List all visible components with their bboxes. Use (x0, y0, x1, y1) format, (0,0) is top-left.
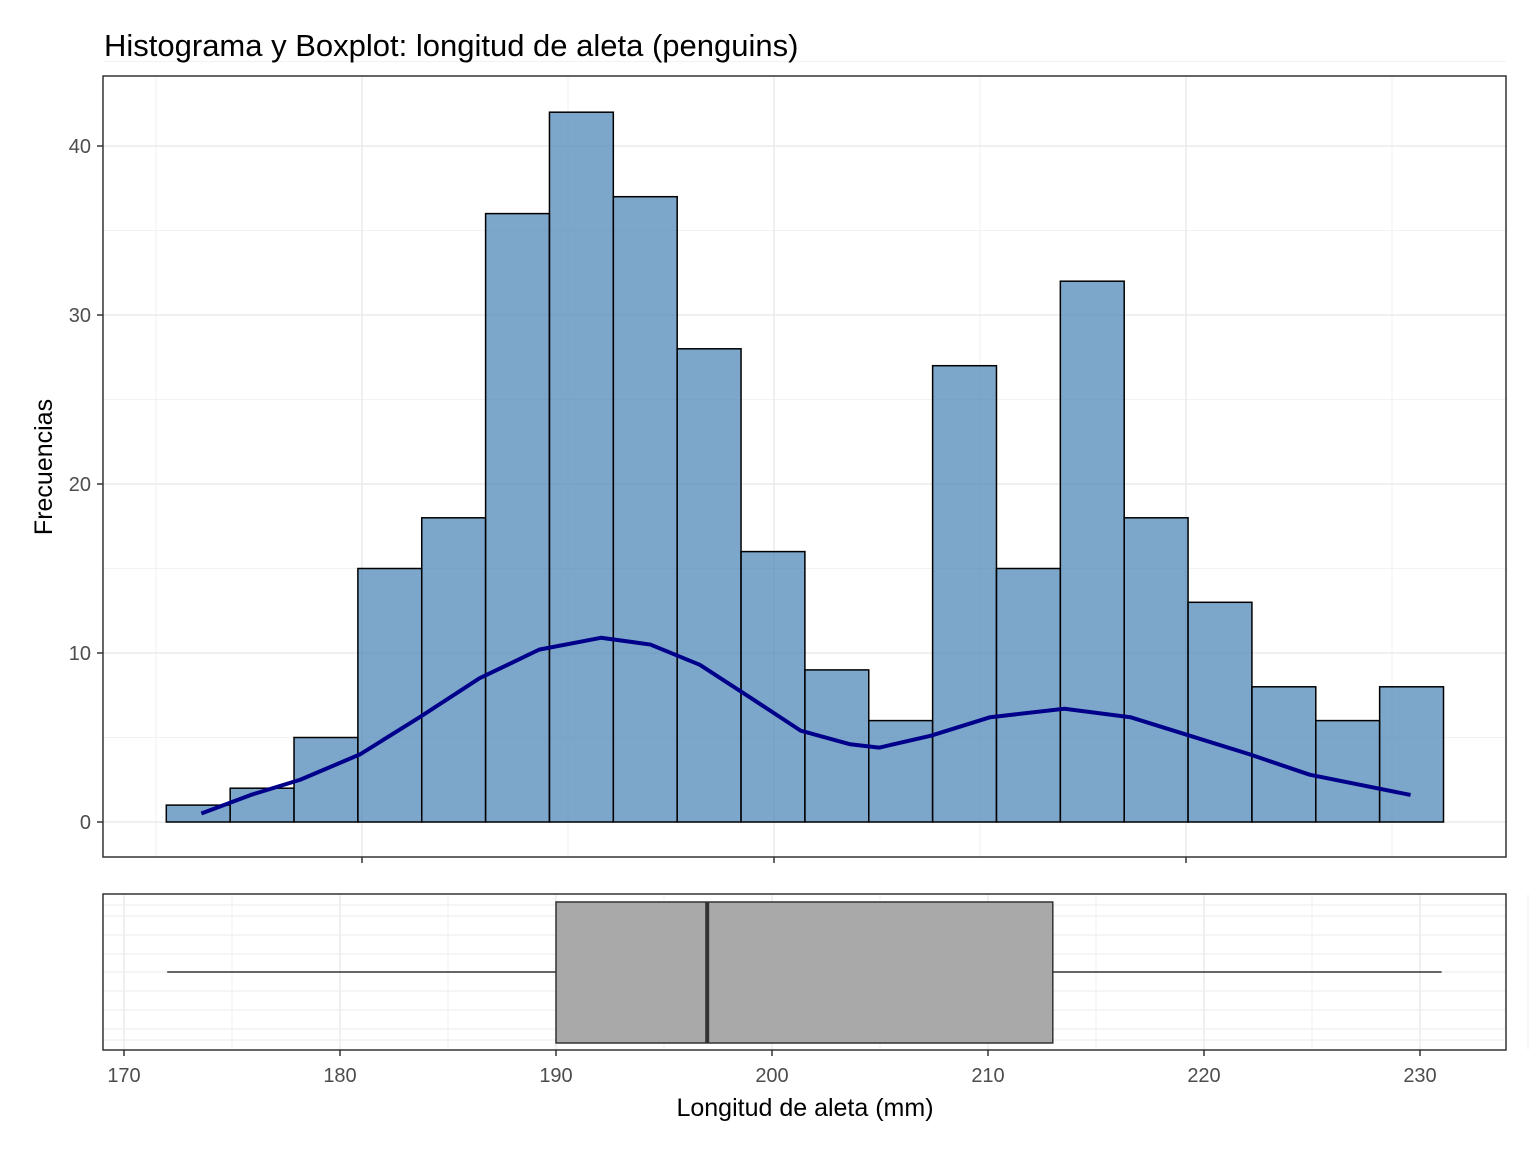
histogram-bar (420, 517, 487, 823)
x-tick-label: 190 (539, 1065, 572, 1087)
x-tick-label: 220 (1187, 1065, 1220, 1087)
x-tick-label: 180 (323, 1065, 356, 1087)
histogram-bar (548, 111, 615, 823)
y-tick-label: 30 (69, 305, 91, 327)
histogram-panel: 0 10 20 30 40 (69, 61, 1507, 863)
histogram-bar (357, 567, 423, 823)
chart-title: Histograma y Boxplot: longitud de aleta … (104, 28, 798, 63)
histogram-bar (1059, 280, 1125, 823)
histogram-bar (740, 550, 806, 823)
histogram-bar (1187, 601, 1253, 823)
histogram-bar (612, 195, 678, 823)
histogram-bar (229, 787, 295, 823)
x-tick-label: 230 (1403, 1065, 1436, 1087)
histogram-bar (484, 212, 551, 823)
x-tick-label: 200 (755, 1065, 788, 1087)
x-axis-label: Longitud de aleta (mm) (676, 1094, 933, 1122)
histogram-bar (676, 348, 742, 823)
x-tick-label: 170 (107, 1065, 140, 1087)
y-tick-label: 10 (69, 643, 91, 665)
box (555, 901, 1054, 1044)
histogram-bar (931, 364, 998, 823)
histogram-bar (1315, 719, 1381, 823)
x-tick-label: 210 (971, 1065, 1004, 1087)
y-tick-label: 40 (69, 136, 91, 158)
panel-border (102, 893, 1507, 1051)
y-tick-label: 20 (69, 474, 91, 496)
y-axis-label: Frecuencias (30, 399, 58, 535)
histogram-bar (995, 567, 1062, 823)
histogram-bar (1123, 517, 1189, 823)
y-tick-label: 0 (80, 812, 91, 834)
panel-border (102, 75, 1507, 858)
histogram-bar (1251, 686, 1317, 823)
boxplot-panel: 170 180 190 200 210 220 230 (102, 893, 1529, 1087)
density-curve (200, 635, 1411, 816)
histogram-bar (1378, 686, 1445, 823)
